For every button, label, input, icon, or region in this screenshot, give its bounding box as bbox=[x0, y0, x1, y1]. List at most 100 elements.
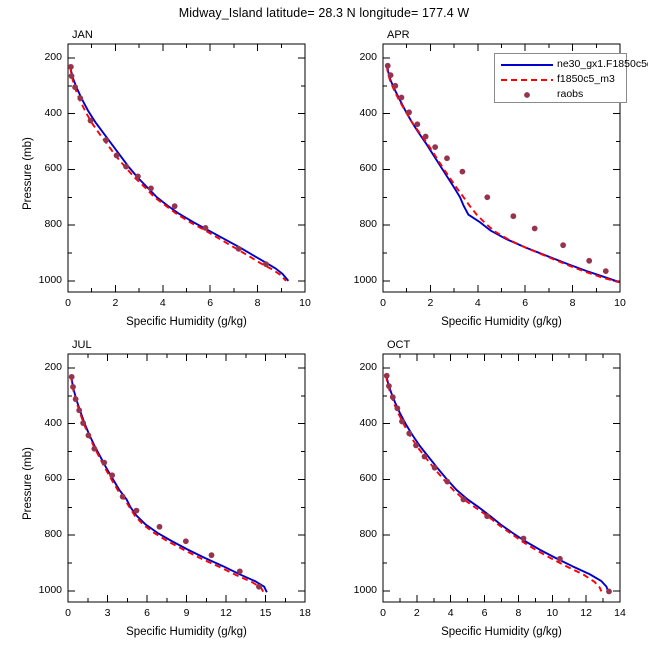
obs-marker bbox=[103, 137, 109, 144]
x-tick-label: 10 bbox=[546, 607, 559, 619]
obs-marker bbox=[414, 121, 421, 128]
obs-marker bbox=[444, 478, 451, 485]
figure-title: Midway_Island latitude= 28.3 N longitude… bbox=[178, 6, 470, 20]
x-tick-label: 8 bbox=[569, 297, 576, 309]
x-tick-label: 0 bbox=[65, 297, 71, 309]
x-axis-label: Specific Humidity (g/kg) bbox=[441, 316, 562, 328]
x-axis-label: Specific Humidity (g/kg) bbox=[441, 626, 562, 638]
y-tick-label: 1000 bbox=[38, 273, 62, 286]
obs-marker bbox=[76, 407, 83, 414]
x-tick-label: 4 bbox=[447, 607, 454, 619]
obs-marker bbox=[72, 396, 79, 403]
y-tick-label: 600 bbox=[44, 472, 62, 485]
obs-marker bbox=[109, 472, 116, 479]
obs-marker bbox=[413, 442, 419, 449]
obs-marker bbox=[101, 459, 108, 466]
obs-marker bbox=[123, 163, 129, 170]
x-tick-label: 6 bbox=[144, 607, 150, 619]
x-tick-label: 0 bbox=[380, 607, 386, 619]
y-tick-label: 400 bbox=[44, 106, 62, 119]
obs-marker bbox=[444, 155, 450, 162]
obs-marker bbox=[406, 109, 412, 116]
y-tick-label: 400 bbox=[359, 416, 377, 429]
x-axis-label: Specific Humidity (g/kg) bbox=[126, 316, 247, 328]
obs-marker bbox=[91, 445, 98, 452]
panel-label-apr: APR bbox=[387, 29, 410, 41]
legend-item: f1850c5_m3 bbox=[495, 72, 626, 87]
obs-marker bbox=[386, 383, 392, 389]
obs-marker bbox=[602, 268, 609, 275]
x-axis-label: Specific Humidity (g/kg) bbox=[126, 626, 247, 638]
series-line bbox=[385, 375, 610, 592]
panel-label-oct: OCT bbox=[387, 339, 411, 351]
obs-marker bbox=[87, 117, 94, 124]
obs-marker bbox=[520, 535, 527, 542]
x-tick-label: 2 bbox=[112, 297, 119, 309]
legend-item: raobs bbox=[495, 87, 626, 102]
y-tick-label: 200 bbox=[359, 360, 377, 373]
x-tick-label: 0 bbox=[65, 607, 71, 619]
x-tick-label: 12 bbox=[580, 607, 592, 619]
legend-item: ne30_gx1.F1850c5d bbox=[495, 57, 648, 72]
y-tick-label: 600 bbox=[359, 162, 377, 175]
y-tick-label: 600 bbox=[44, 162, 62, 175]
x-tick-label: 8 bbox=[515, 607, 522, 619]
x-tick-label: 12 bbox=[220, 607, 232, 619]
y-tick-label: 200 bbox=[44, 50, 62, 63]
obs-marker bbox=[531, 225, 538, 232]
obs-marker bbox=[389, 394, 396, 401]
obs-marker bbox=[208, 552, 215, 559]
obs-marker bbox=[235, 245, 242, 252]
x-tick-label: 10 bbox=[614, 297, 626, 309]
obs-marker bbox=[392, 82, 399, 89]
y-tick-label: 200 bbox=[44, 360, 62, 373]
series-line bbox=[385, 375, 603, 592]
obs-marker bbox=[606, 588, 612, 595]
obs-marker bbox=[422, 133, 429, 140]
obs-marker bbox=[182, 538, 189, 545]
panel-label-jul: JUL bbox=[72, 339, 92, 351]
x-tick-label: 9 bbox=[183, 607, 190, 619]
obs-marker bbox=[399, 418, 405, 425]
x-tick-label: 4 bbox=[159, 297, 166, 309]
obs-marker bbox=[77, 95, 84, 102]
legend-marker-solid-line bbox=[501, 64, 553, 66]
legend-marker-dashed-line bbox=[501, 79, 553, 81]
obs-marker bbox=[459, 168, 466, 175]
x-tick-label: 8 bbox=[254, 297, 261, 309]
obs-marker bbox=[384, 62, 391, 69]
x-tick-label: 0 bbox=[380, 297, 386, 309]
legend-marker-marker-dot bbox=[524, 92, 530, 98]
x-tick-label: 6 bbox=[481, 607, 488, 619]
series-line bbox=[385, 65, 620, 284]
y-tick-label: 400 bbox=[359, 106, 377, 119]
obs-marker bbox=[236, 568, 243, 575]
obs-marker bbox=[135, 173, 141, 180]
legend-label: raobs bbox=[557, 88, 584, 100]
series-line bbox=[70, 375, 265, 593]
obs-marker bbox=[394, 405, 401, 412]
x-tick-label: 6 bbox=[207, 297, 214, 309]
legend-label: f1850c5_m3 bbox=[557, 73, 615, 85]
y-tick-label: 400 bbox=[44, 416, 62, 429]
obs-marker bbox=[67, 63, 74, 70]
obs-marker bbox=[68, 73, 75, 79]
obs-marker bbox=[460, 496, 467, 503]
x-tick-label: 2 bbox=[413, 607, 420, 619]
y-tick-label: 1000 bbox=[353, 273, 377, 286]
x-tick-label: 10 bbox=[299, 297, 311, 309]
obs-marker bbox=[383, 372, 390, 379]
obs-marker bbox=[387, 72, 394, 79]
x-tick-label: 2 bbox=[427, 297, 434, 309]
x-tick-label: 18 bbox=[299, 607, 311, 619]
